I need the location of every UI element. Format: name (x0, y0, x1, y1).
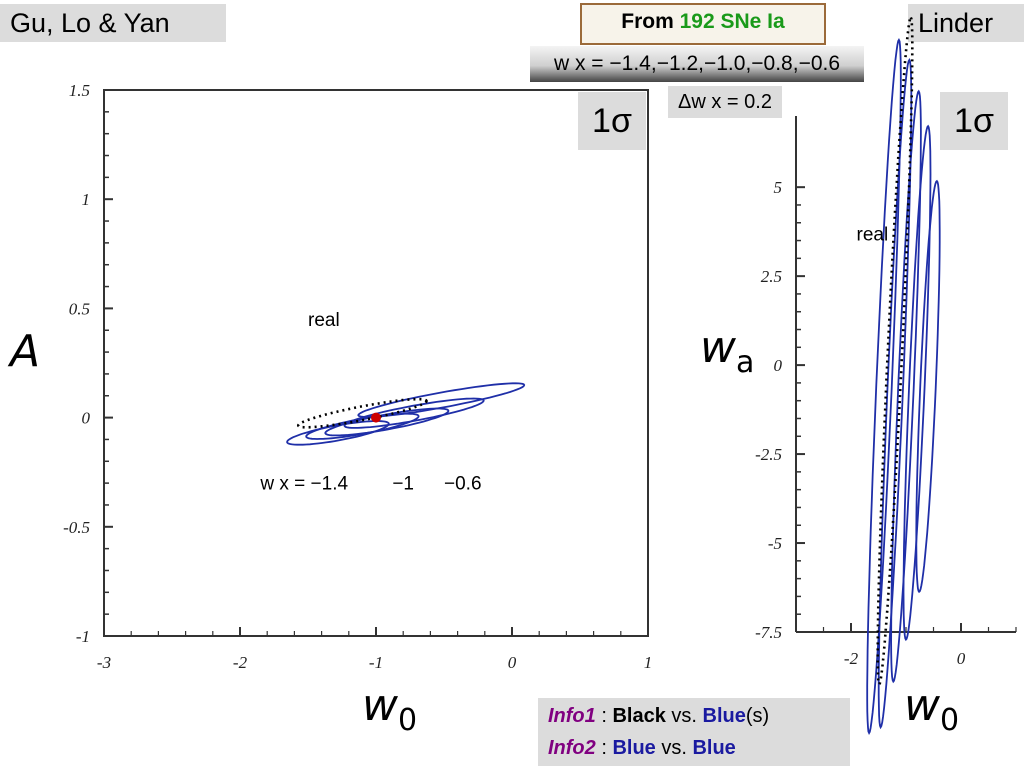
info1-colon: : (595, 705, 613, 727)
panel1-frame (103, 89, 649, 637)
left-y-axis-label: A (10, 326, 41, 377)
left-x-axis-sub: 0 (398, 702, 418, 738)
info2-colon: : (595, 737, 613, 759)
panel1-x-tick-label: -1 (369, 653, 383, 672)
sigma-label-right: 1σ (940, 92, 1008, 150)
right-y-axis-label: wa (700, 322, 754, 380)
right-panel-title: Linder (908, 4, 1024, 42)
sigma-label-left: 1σ (578, 92, 646, 150)
from-data-label: 192 SNe Ia (679, 10, 785, 33)
panel2-contour-wx (902, 124, 932, 642)
panel2-contour-wx (890, 89, 922, 684)
panel1-annotation-wx-left: w x = −1.4 (259, 474, 348, 495)
right-x-axis-main: w (904, 680, 940, 731)
panel1-y-tick-label: 1.5 (69, 81, 90, 100)
panel1-annotation-real: real (308, 310, 340, 331)
panel2-contour-wx (915, 179, 941, 594)
panel1-y-tick-label: 0 (82, 409, 91, 428)
panel1-x-tick-label: -2 (233, 653, 248, 672)
panel1-x-tick-label: 1 (644, 653, 653, 672)
panel1-y-tick-label: -0.5 (63, 518, 90, 537)
panel2-y-tick-label: 5 (774, 178, 783, 197)
panel2-annotation-real: real (857, 225, 889, 246)
data-source-box: From 192 SNe Ia (580, 3, 826, 45)
left-panel-title: Gu, Lo & Yan (0, 4, 226, 42)
panel2-contour-real (876, 14, 914, 687)
panel1-contour-wx (324, 407, 450, 437)
info1-label: Info1 (548, 705, 596, 727)
left-x-axis-main: w (362, 680, 398, 731)
panel1-contour-real (296, 397, 428, 429)
panel1-y-tick-label: 0.5 (69, 299, 90, 318)
panel1-contour-wx (343, 397, 485, 429)
panel2-y-tick-label: 2.5 (761, 267, 782, 286)
info2-line: Info2 : Blue vs. Blue (548, 732, 840, 764)
panel1-y-tick-label: 1 (82, 190, 91, 209)
info2-vs: vs. (655, 737, 693, 759)
panel1-y-tick-label: -1 (76, 627, 90, 646)
right-x-axis-label: w0 (904, 680, 959, 738)
right-y-axis-sub: a (736, 344, 755, 380)
wx-values-bar: w x = −1.4,−1.2,−1.0,−0.8,−0.6 (530, 46, 864, 82)
panel1-x-tick-label: 0 (508, 653, 517, 672)
panel2-contour-wx (877, 57, 913, 730)
panel1-contour-wx (357, 382, 526, 418)
info1-vs: vs. (665, 705, 703, 727)
info-box: Info1 : Black vs. Blue(s) Info2 : Blue v… (538, 698, 850, 766)
panel2-x-tick-label: -2 (844, 649, 859, 668)
info1-black: Black (612, 705, 666, 727)
panel2-y-tick-label: -2.5 (755, 445, 782, 464)
info1-blue: Blue (702, 705, 746, 727)
info2-blue-2: Blue (692, 737, 736, 759)
info1-line: Info1 : Black vs. Blue(s) (548, 700, 840, 732)
info2-label: Info2 (548, 737, 596, 759)
panel2-y-tick-label: -7.5 (755, 623, 782, 642)
right-y-axis-main: w (700, 322, 736, 373)
left-x-axis-label: w0 (362, 680, 417, 738)
info2-blue-1: Blue (612, 737, 656, 759)
panel1-fiducial-point (371, 412, 381, 423)
from-prefix: From (621, 10, 674, 33)
delta-wx-box: Δw x = 0.2 (668, 86, 782, 118)
right-x-axis-sub: 0 (940, 702, 960, 738)
panel1-x-tick-label: -3 (97, 653, 111, 672)
panel2-y-tick-label: -5 (768, 534, 782, 553)
panel2-contour-wx (866, 37, 902, 735)
info1-s: (s) (745, 705, 770, 727)
panel1-annotation-wx-right: −0.6 (444, 474, 482, 495)
panel1-annotation-wx-mid: −1 (392, 474, 414, 495)
panel2-x-tick-label: 0 (957, 649, 966, 668)
panel1-contour-wx (286, 420, 390, 446)
panel2-y-tick-label: 0 (774, 356, 783, 375)
